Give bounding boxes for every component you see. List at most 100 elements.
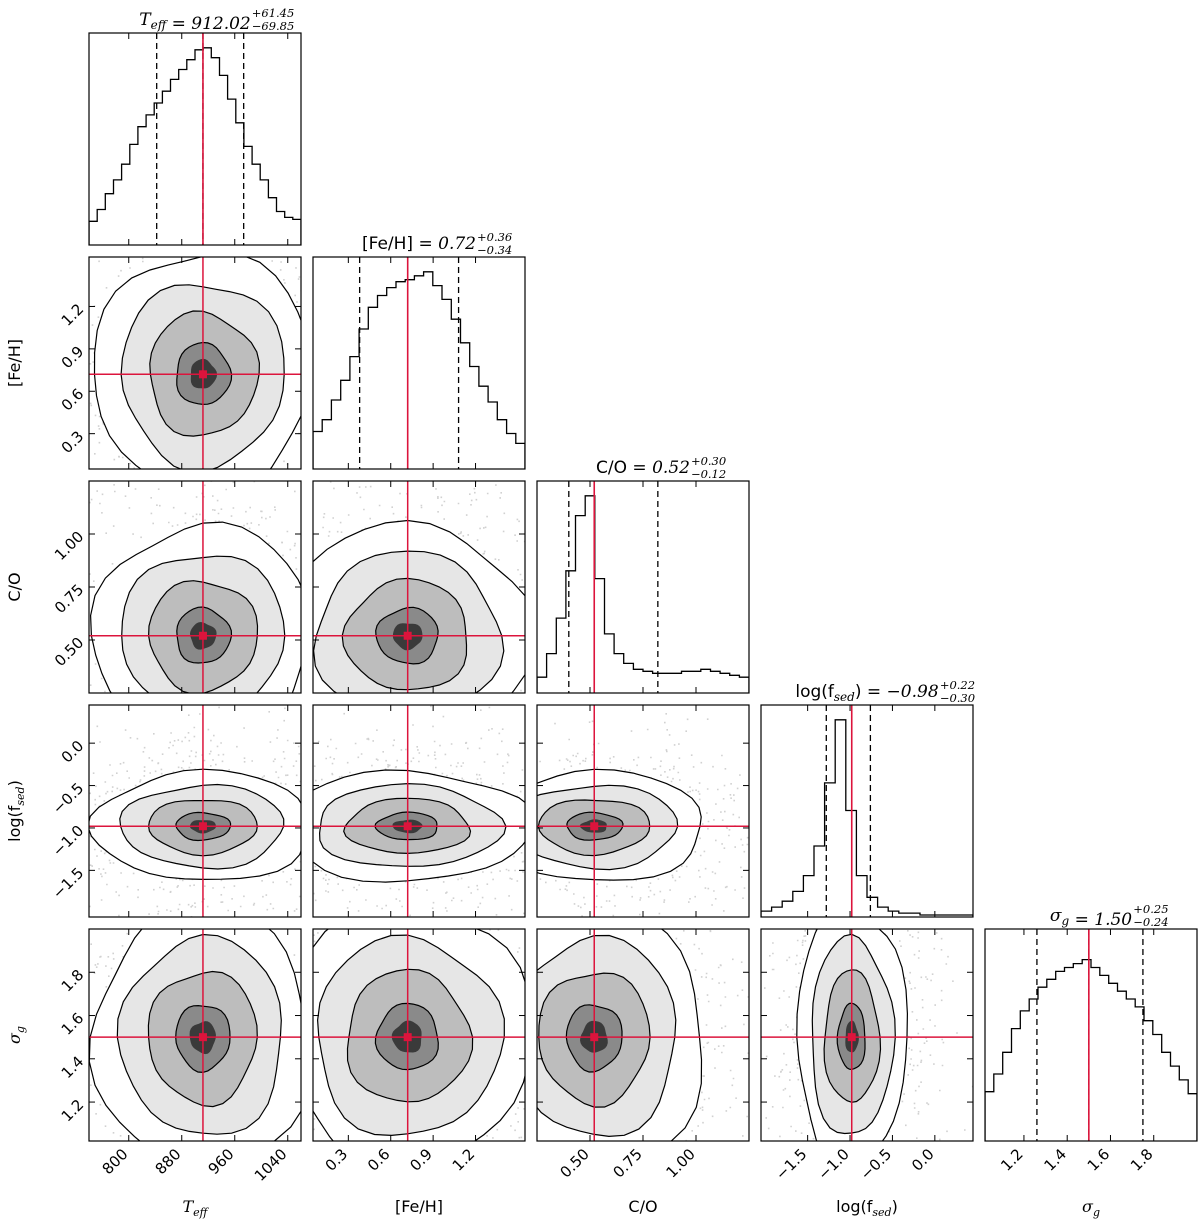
panel-title-co: C/O = 0.52 (596, 458, 690, 478)
panel-title-minus-teff: −69.85 (252, 19, 295, 33)
panel-2d-teff-vs-feh: 0.3 0.6 0.9 1.2 (58, 256, 302, 470)
panel-hist-fsed: log(fsed) = −0.98 +0.22−0.30 (760, 678, 975, 918)
panel-title-minus-fsed: −0.30 (940, 691, 975, 705)
y-tick-label-feh-1: 0.6 (58, 385, 88, 415)
x-tick-label-teff-2: 960 (205, 1145, 238, 1178)
truth-marker (198, 1033, 207, 1042)
density-teff-fsed (89, 706, 301, 917)
x-tick-label-co-0: 0.50 (556, 1145, 592, 1181)
x-tick-label-teff-1: 880 (152, 1145, 185, 1178)
y-tick-label-sigma-2: 1.6 (58, 1009, 88, 1039)
density-feh-co (313, 481, 525, 693)
y-tick-label-co-2: 1.00 (51, 528, 87, 564)
panel-title-feh: [Fe/H] = 0.72 (362, 234, 476, 254)
y-tick-label-sigma-3: 1.8 (58, 966, 88, 996)
panel-frame (88, 928, 302, 1142)
panel-title-sigma: σg = 1.50 (1050, 906, 1132, 930)
y-tick-label-feh-2: 0.9 (58, 343, 88, 373)
x-tick-label-sigma-1: 1.4 (1040, 1145, 1070, 1175)
y-axis-label-feh: [Fe/H] (5, 339, 24, 387)
x-tick-label-fsed-2: −0.5 (857, 1145, 895, 1183)
y-tick-label-fsed-0: −1.5 (49, 864, 87, 902)
panel-title-plus-sigma: +0.25 (1133, 902, 1168, 916)
histogram-fsed (761, 719, 973, 917)
y-axis-label-sigma: σg (5, 1026, 27, 1044)
panel-frame (88, 704, 302, 918)
x-axis-label-fsed: log(fsed) (836, 1197, 898, 1219)
x-axis-label-sigma: σg (1082, 1197, 1100, 1219)
panel-2d-teff-vs-sigma: 800 880 960 1040 1.2 1.4 1.6 1.8 (58, 928, 302, 1185)
panel-title-plus-teff: +61.45 (252, 6, 295, 20)
x-tick-label-feh-0: 0.3 (322, 1145, 352, 1175)
x-tick-label-sigma-2: 1.6 (1084, 1145, 1114, 1175)
panel-2d-fsed-vs-sigma: −1.5 −1.0 −0.5 0.0 (760, 928, 974, 1184)
truth-marker (198, 370, 207, 379)
panel-title-fsed: log(fsed) = −0.98 (795, 682, 938, 704)
truth-marker (847, 1033, 856, 1042)
y-tick-label-feh-3: 1.2 (58, 300, 88, 330)
histogram-sigma (985, 958, 1197, 1141)
density-teff-co (89, 481, 301, 693)
y-tick-label-co-1: 0.75 (51, 581, 87, 617)
panel-frame (312, 704, 526, 918)
panel-frame (312, 256, 526, 470)
density-teff-feh (89, 257, 301, 469)
x-tick-label-feh-3: 1.2 (449, 1145, 479, 1175)
panel-2d-teff-vs-fsed: −1.5 −1.0 −0.5 0.0 (49, 704, 302, 918)
truth-marker (590, 822, 599, 831)
panel-hist-feh: [Fe/H] = 0.72 +0.36−0.34 (312, 230, 526, 470)
x-tick-label-sigma-3: 1.8 (1127, 1145, 1157, 1175)
y-axis-label-co: C/O (5, 572, 24, 601)
x-axis-label-co: C/O (628, 1197, 657, 1216)
histogram-co (537, 495, 749, 693)
panel-hist-sigma: σg = 1.50+0.25−0.24 1.2 1.4 1.6 1.8 (984, 902, 1198, 1175)
x-tick-label-co-1: 0.75 (609, 1145, 645, 1181)
panel-title-minus-feh: −0.34 (477, 243, 512, 257)
truth-marker (403, 822, 412, 831)
panel-frame (760, 928, 974, 1142)
y-tick-label-sigma-1: 1.4 (58, 1052, 88, 1082)
density-co-fsed (537, 713, 749, 917)
x-tick-label-fsed-3: 0.0 (908, 1145, 938, 1175)
histogram-feh (313, 271, 525, 469)
y-axis-label-fsed: log(fsed) (5, 780, 27, 842)
density-feh-fsed (313, 705, 525, 917)
panel-hist-teff: Teff = 912.02+61.45−69.85 (88, 6, 302, 246)
x-tick-label-teff-3: 1040 (251, 1145, 291, 1185)
x-tick-label-co-2: 1.00 (662, 1145, 698, 1181)
x-tick-label-fsed-1: −1.0 (814, 1145, 852, 1183)
panel-frame (760, 704, 974, 918)
x-tick-label-feh-2: 0.9 (406, 1145, 436, 1175)
panel-title-plus-feh: +0.36 (477, 230, 512, 244)
truth-marker (590, 1033, 599, 1042)
panel-title-minus-co: −0.12 (691, 467, 726, 481)
panel-frame (88, 32, 302, 246)
panel-title-minus-sigma: −0.24 (1133, 915, 1168, 929)
panel-2d-feh-vs-co (312, 480, 526, 694)
truth-marker (198, 822, 207, 831)
panel-title-plus-fsed: +0.22 (940, 678, 975, 692)
panel-frame (312, 928, 526, 1142)
x-axis-label-feh: [Fe/H] (395, 1197, 443, 1216)
y-tick-label-co-0: 0.50 (51, 634, 87, 670)
panel-2d-co-vs-fsed (536, 704, 750, 918)
truth-marker (403, 1033, 412, 1042)
y-tick-label-fsed-2: −0.5 (49, 779, 87, 817)
panel-hist-co: C/O = 0.52 +0.30−0.12 (536, 454, 750, 694)
x-tick-label-sigma-0: 1.2 (997, 1145, 1027, 1175)
density-fsed-sigma (764, 929, 973, 1141)
panel-2d-feh-vs-fsed (312, 704, 526, 918)
panel-2d-co-vs-sigma: 0.50 0.75 1.00 (536, 928, 750, 1181)
y-tick-label-feh-0: 0.3 (58, 427, 88, 457)
panel-frame (984, 928, 1198, 1142)
truth-marker (198, 631, 207, 640)
x-tick-label-fsed-0: −1.5 (772, 1145, 810, 1183)
y-tick-label-fsed-3: 0.0 (58, 737, 88, 767)
y-tick-label-sigma-0: 1.2 (58, 1096, 88, 1126)
panel-2d-teff-vs-co: 0.50 0.75 1.00 (51, 480, 302, 694)
y-tick-label-fsed-1: −1.0 (49, 822, 87, 860)
x-tick-label-teff-0: 800 (99, 1145, 132, 1178)
histogram-teff (89, 47, 301, 245)
truth-marker (403, 631, 412, 640)
